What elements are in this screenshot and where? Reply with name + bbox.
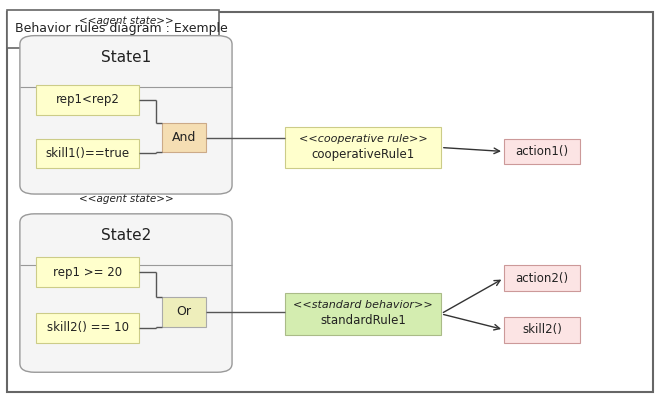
FancyBboxPatch shape <box>36 139 139 168</box>
FancyBboxPatch shape <box>7 12 653 392</box>
FancyBboxPatch shape <box>162 297 206 327</box>
Text: <<agent state>>: <<agent state>> <box>79 16 173 26</box>
Text: skill1()==true: skill1()==true <box>46 147 130 160</box>
Text: Or: Or <box>176 305 192 318</box>
FancyBboxPatch shape <box>285 293 441 335</box>
FancyBboxPatch shape <box>504 265 580 291</box>
FancyBboxPatch shape <box>20 214 232 372</box>
Text: action1(): action1() <box>515 145 569 158</box>
FancyBboxPatch shape <box>7 10 219 48</box>
Text: skill2() == 10: skill2() == 10 <box>47 321 129 334</box>
Text: <<agent state>>: <<agent state>> <box>79 194 173 204</box>
Text: rep1<rep2: rep1<rep2 <box>56 93 120 107</box>
FancyBboxPatch shape <box>504 139 580 164</box>
Text: skill2(): skill2() <box>522 323 562 336</box>
FancyBboxPatch shape <box>285 127 441 168</box>
FancyBboxPatch shape <box>36 257 139 287</box>
Text: standardRule1: standardRule1 <box>320 314 406 327</box>
Text: rep1 >= 20: rep1 >= 20 <box>53 266 123 279</box>
FancyBboxPatch shape <box>504 317 580 343</box>
FancyBboxPatch shape <box>20 36 232 194</box>
Text: <<cooperative rule>>: <<cooperative rule>> <box>298 134 428 144</box>
Text: <<standard behavior>>: <<standard behavior>> <box>293 300 433 310</box>
FancyBboxPatch shape <box>162 123 206 152</box>
FancyBboxPatch shape <box>36 313 139 343</box>
Text: State1: State1 <box>101 50 151 65</box>
Text: cooperativeRule1: cooperativeRule1 <box>312 148 414 161</box>
FancyBboxPatch shape <box>36 85 139 115</box>
Text: And: And <box>172 131 196 144</box>
Text: action2(): action2() <box>515 272 569 285</box>
Text: State2: State2 <box>101 228 151 243</box>
Text: Behavior rules diagram : Exemple: Behavior rules diagram : Exemple <box>15 22 227 35</box>
